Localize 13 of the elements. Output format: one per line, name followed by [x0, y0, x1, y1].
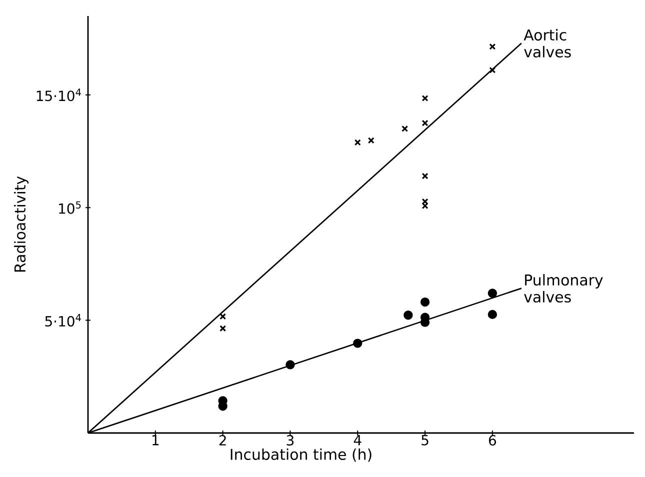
y-tick-label: 5·10$^{4}$ — [45, 314, 81, 327]
series-label: Pulmonary valves — [524, 274, 603, 303]
x-tick-label: 4 — [354, 435, 362, 446]
y-tick-label: 10$^{5}$ — [59, 201, 81, 214]
x-tick-label: 1 — [152, 435, 159, 446]
x-tick-label: 3 — [286, 435, 294, 446]
x-tick-label: 6 — [488, 435, 496, 446]
x-axis-title: Incubation time (h) — [230, 448, 372, 462]
x-tick-label: 5 — [422, 435, 428, 446]
y-tick-label: 15·10$^{4}$ — [36, 88, 81, 102]
x-tick-label: 2 — [219, 435, 226, 446]
series-label: Aortic valves — [524, 29, 571, 58]
y-axis-title: Radioactivity — [14, 176, 29, 272]
